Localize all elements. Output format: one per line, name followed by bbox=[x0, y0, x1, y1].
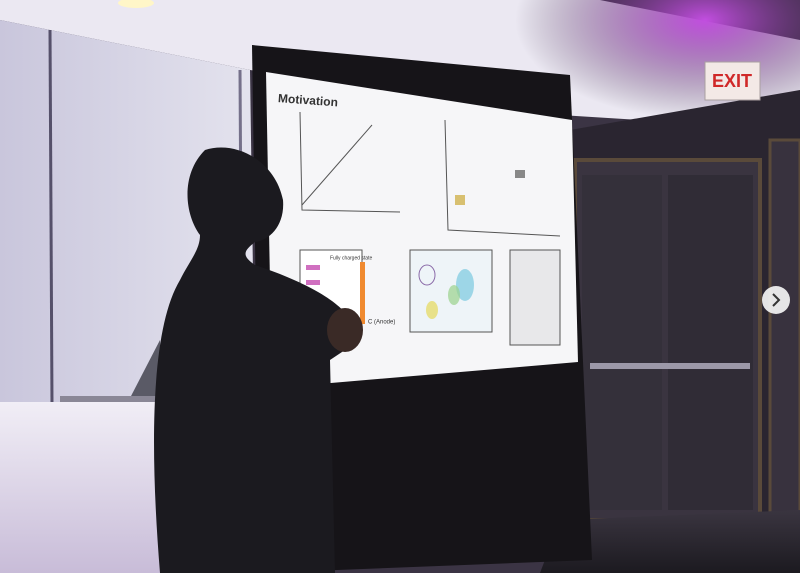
wall-seam bbox=[48, 29, 54, 406]
ceiling-light bbox=[118, 0, 154, 8]
slide-title: Motivation bbox=[278, 91, 339, 109]
laptop-screen bbox=[130, 340, 162, 398]
exit-text: EXIT bbox=[712, 71, 752, 91]
door bbox=[582, 175, 662, 510]
slide-label: C (Anode) bbox=[368, 320, 395, 326]
slide-details bbox=[306, 170, 525, 324]
table-cloth bbox=[0, 402, 175, 573]
next-button[interactable] bbox=[762, 286, 790, 314]
slide-label: Fully charged state bbox=[330, 255, 372, 261]
exit-sign bbox=[704, 61, 761, 101]
door bbox=[668, 175, 753, 510]
carpet bbox=[540, 510, 800, 573]
speaker bbox=[154, 147, 363, 573]
laptop-base bbox=[60, 396, 165, 402]
door bbox=[768, 138, 800, 522]
push-bar bbox=[590, 363, 750, 369]
